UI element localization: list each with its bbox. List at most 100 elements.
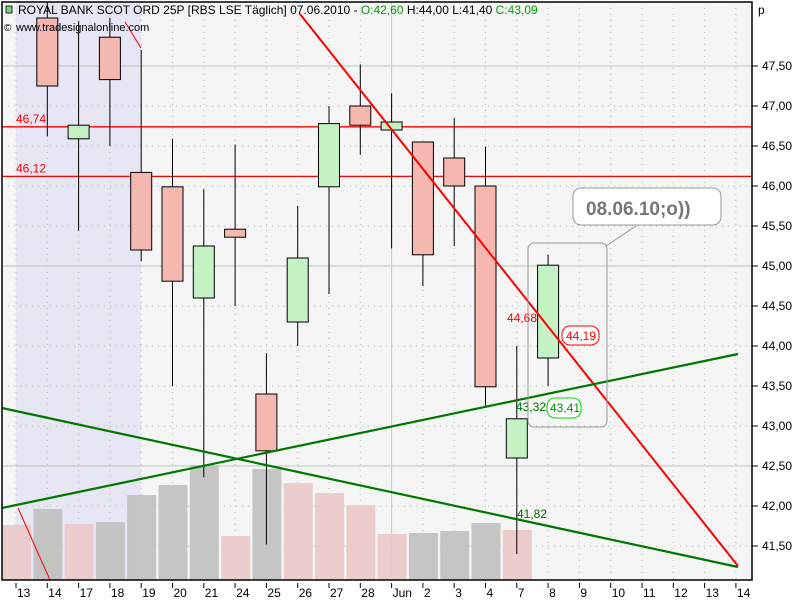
value-label: 44,19	[566, 329, 596, 343]
candle-body	[443, 157, 466, 187]
callout-box	[572, 187, 722, 226]
candle-body	[411, 141, 434, 256]
y-tick-label: 47,00	[762, 99, 792, 113]
x-tick-label: 13	[706, 586, 720, 600]
candle-body	[286, 257, 309, 323]
x-tick-label: 8	[549, 586, 556, 600]
x-tick-label: 11	[643, 586, 656, 600]
y-axis: 47,50 47,00 46,50 46,00 45,50 45,00 44,50 44,00…	[752, 59, 792, 553]
y-tick-label: 43,50	[762, 379, 792, 393]
callout-text: 08.06.10;o))	[586, 199, 691, 220]
x-tick-label: 10	[612, 586, 626, 600]
y-tick-label: 41,50	[762, 539, 792, 553]
value-label: 43,41	[550, 401, 580, 415]
y-tick-label: 42,00	[762, 499, 792, 513]
volume-bar	[440, 531, 470, 580]
candle-body	[255, 393, 278, 452]
volume-bars	[2, 465, 532, 580]
candle-body	[318, 123, 340, 188]
candle-body	[36, 17, 59, 87]
x-tick-label: 14	[737, 586, 751, 600]
chart-title: ROYAL BANK SCOT ORD 25P [RBS LSE Täglich…	[18, 3, 538, 17]
red-trendline-segment	[17, 507, 51, 581]
red-trendline	[299, 13, 739, 567]
red-trendline-segment	[124, 21, 142, 49]
x-tick-label: 20	[174, 586, 188, 600]
y-tick-label: 45,00	[762, 259, 792, 273]
volume-bar	[158, 485, 188, 580]
volume-bar	[471, 523, 501, 580]
x-tick-label: 12	[674, 586, 688, 600]
x-tick-label: 19	[142, 586, 156, 600]
candle-body	[98, 36, 121, 81]
x-tick-label: 24	[236, 586, 250, 600]
plot-border	[1, 1, 753, 581]
x-tick-label: 26	[299, 586, 313, 600]
x-tick-label: 13	[17, 586, 31, 600]
y-tick-label: 44,00	[762, 339, 792, 353]
level-label: 46,74	[16, 112, 46, 126]
volume-bar	[377, 534, 407, 580]
x-tick-label: 9	[580, 586, 587, 600]
y-tick-label: 42,50	[762, 459, 792, 473]
candle-body	[537, 264, 560, 359]
green-support-line	[1, 352, 739, 510]
level-label: 46,12	[16, 161, 46, 175]
x-tick-label: 4	[487, 586, 494, 600]
y-tick-label: 46,00	[762, 179, 792, 193]
volume-bar	[408, 533, 438, 580]
volume-bar	[95, 522, 125, 580]
x-tick-label: 25	[267, 586, 281, 600]
x-tick-label: 7	[518, 586, 525, 600]
value-badge	[546, 397, 582, 419]
candles	[36, 2, 560, 554]
legend-marker-icon	[5, 5, 13, 14]
x-tick-label: 28	[361, 586, 375, 600]
watermark: www.tradesignalonline.com	[15, 22, 149, 34]
candle-body	[67, 124, 90, 140]
candle-body	[505, 418, 528, 459]
candle-body	[192, 245, 215, 299]
horizontal-lines: 46,74 46,12	[2, 112, 752, 178]
copyright-icon: ©	[4, 23, 12, 34]
volume-bar	[189, 465, 219, 580]
volume-bar	[346, 505, 376, 580]
candle-body	[474, 185, 497, 388]
x-tick-label: 2	[424, 586, 431, 600]
y-tick-label: 43,00	[762, 419, 792, 433]
callout-pointer	[605, 225, 637, 247]
x-tick-label: Jun	[393, 586, 412, 600]
highlight-box	[527, 242, 608, 428]
x-tick-label: 17	[80, 586, 94, 600]
x-tick-label: 14	[48, 586, 62, 600]
volume-bar	[283, 483, 313, 580]
x-tick-label: 21	[205, 586, 219, 600]
x-axis: 13 14 17 18 19 20 21 24 25 26 27 28 Jun 2 3 4 7 8 9 10 11 12 1…	[15, 583, 751, 600]
value-label: 44,68	[507, 311, 537, 325]
value-label: 41,82	[517, 507, 547, 521]
green-trendline	[1, 406, 739, 569]
volume-bar	[315, 493, 344, 580]
candle-body	[161, 186, 184, 282]
volume-bar	[221, 536, 251, 580]
volume-bar	[64, 524, 94, 580]
value-label: 43,32	[516, 400, 546, 414]
volume-bar	[33, 509, 63, 580]
volume-bar	[2, 525, 31, 580]
y-tick-label: 46,50	[762, 139, 792, 153]
trendlines	[1, 13, 739, 581]
value-badge	[561, 325, 600, 346]
volume-bar	[127, 495, 157, 580]
x-tick-label: 3	[455, 586, 462, 600]
x-tick-label: 18	[111, 586, 125, 600]
candle-body	[130, 171, 153, 251]
annotations: 44,68 44,19 43,32 43,41 41,82	[507, 311, 600, 521]
x-tick-label: 27	[330, 586, 344, 600]
y-tick-label: 45,50	[762, 219, 792, 233]
y-tick-label: 44,50	[762, 299, 792, 313]
candle-body	[349, 105, 372, 126]
candle-body	[224, 228, 247, 238]
axis-unit: p	[758, 3, 765, 17]
y-tick-label: 47,50	[762, 59, 792, 73]
